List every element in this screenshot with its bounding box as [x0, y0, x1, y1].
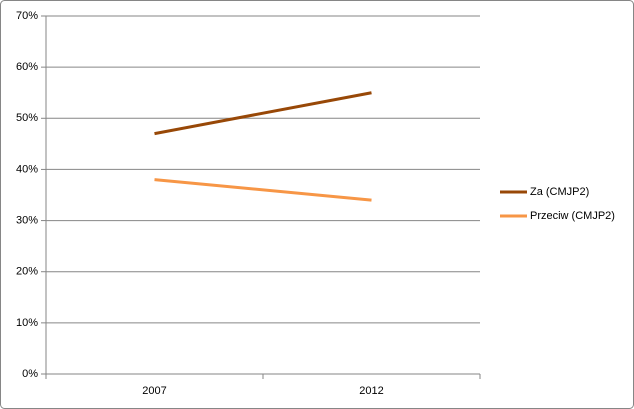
- y-tick-label: 60%: [16, 61, 38, 73]
- legend-label: Przeciw (CMJP2): [530, 210, 615, 222]
- y-tick-label: 30%: [16, 214, 38, 226]
- y-tick-label: 50%: [16, 112, 38, 124]
- y-tick-label: 0%: [22, 368, 38, 380]
- series-line: [154, 91, 372, 136]
- y-tick-label: 20%: [16, 266, 38, 278]
- y-tick-label: 70%: [16, 10, 38, 22]
- x-tick-label: 2012: [359, 385, 383, 397]
- y-tick-label: 40%: [16, 163, 38, 175]
- series-line: [154, 178, 372, 202]
- legend-label: Za (CMJP2): [530, 186, 589, 198]
- y-tick-label: 10%: [16, 317, 38, 329]
- x-tick-label: 2007: [142, 385, 166, 397]
